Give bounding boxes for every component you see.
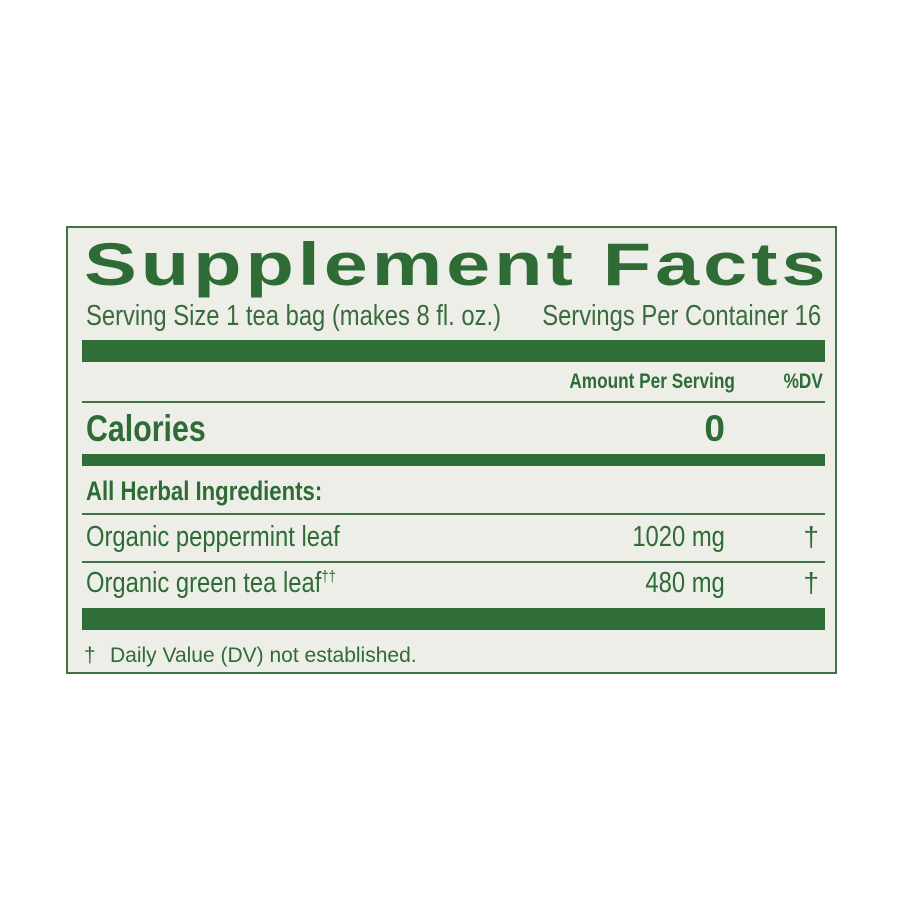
dv-header: %DV — [783, 370, 823, 393]
ingredient-amount: 1020 mg — [632, 521, 725, 553]
ingredient-name: Organic peppermint leaf — [86, 521, 340, 553]
ingredient-name-text: Organic green tea leaf — [86, 567, 322, 599]
servings-per-container: Servings Per Container 16 — [542, 300, 821, 332]
ingredient-footnote-mark: †† — [321, 568, 336, 586]
serving-size: Serving Size 1 tea bag (makes 8 fl. oz.) — [86, 300, 502, 332]
ingredient-amount: 480 mg — [645, 567, 725, 599]
divider — [82, 561, 825, 563]
ingredient-name: Organic green tea leaf†† — [86, 567, 336, 600]
footnote-text: Daily Value (DV) not established. — [110, 644, 417, 667]
footnote-symbol: † — [84, 644, 96, 667]
calories-value: 0 — [704, 408, 725, 449]
ingredient-dv: † — [803, 521, 819, 552]
calories-label: Calories — [86, 408, 206, 449]
thick-divider — [82, 340, 825, 362]
amount-per-serving-header: Amount Per Serving — [569, 370, 735, 393]
thick-divider — [82, 608, 825, 630]
divider — [82, 513, 825, 515]
panel-title: Supplement Facts — [84, 231, 830, 298]
supplement-facts-panel: Supplement Facts Serving Size 1 tea bag … — [66, 226, 837, 674]
divider — [82, 401, 825, 403]
medium-divider — [82, 454, 825, 466]
section-label: All Herbal Ingredients: — [86, 476, 323, 506]
ingredient-dv: † — [803, 567, 819, 598]
